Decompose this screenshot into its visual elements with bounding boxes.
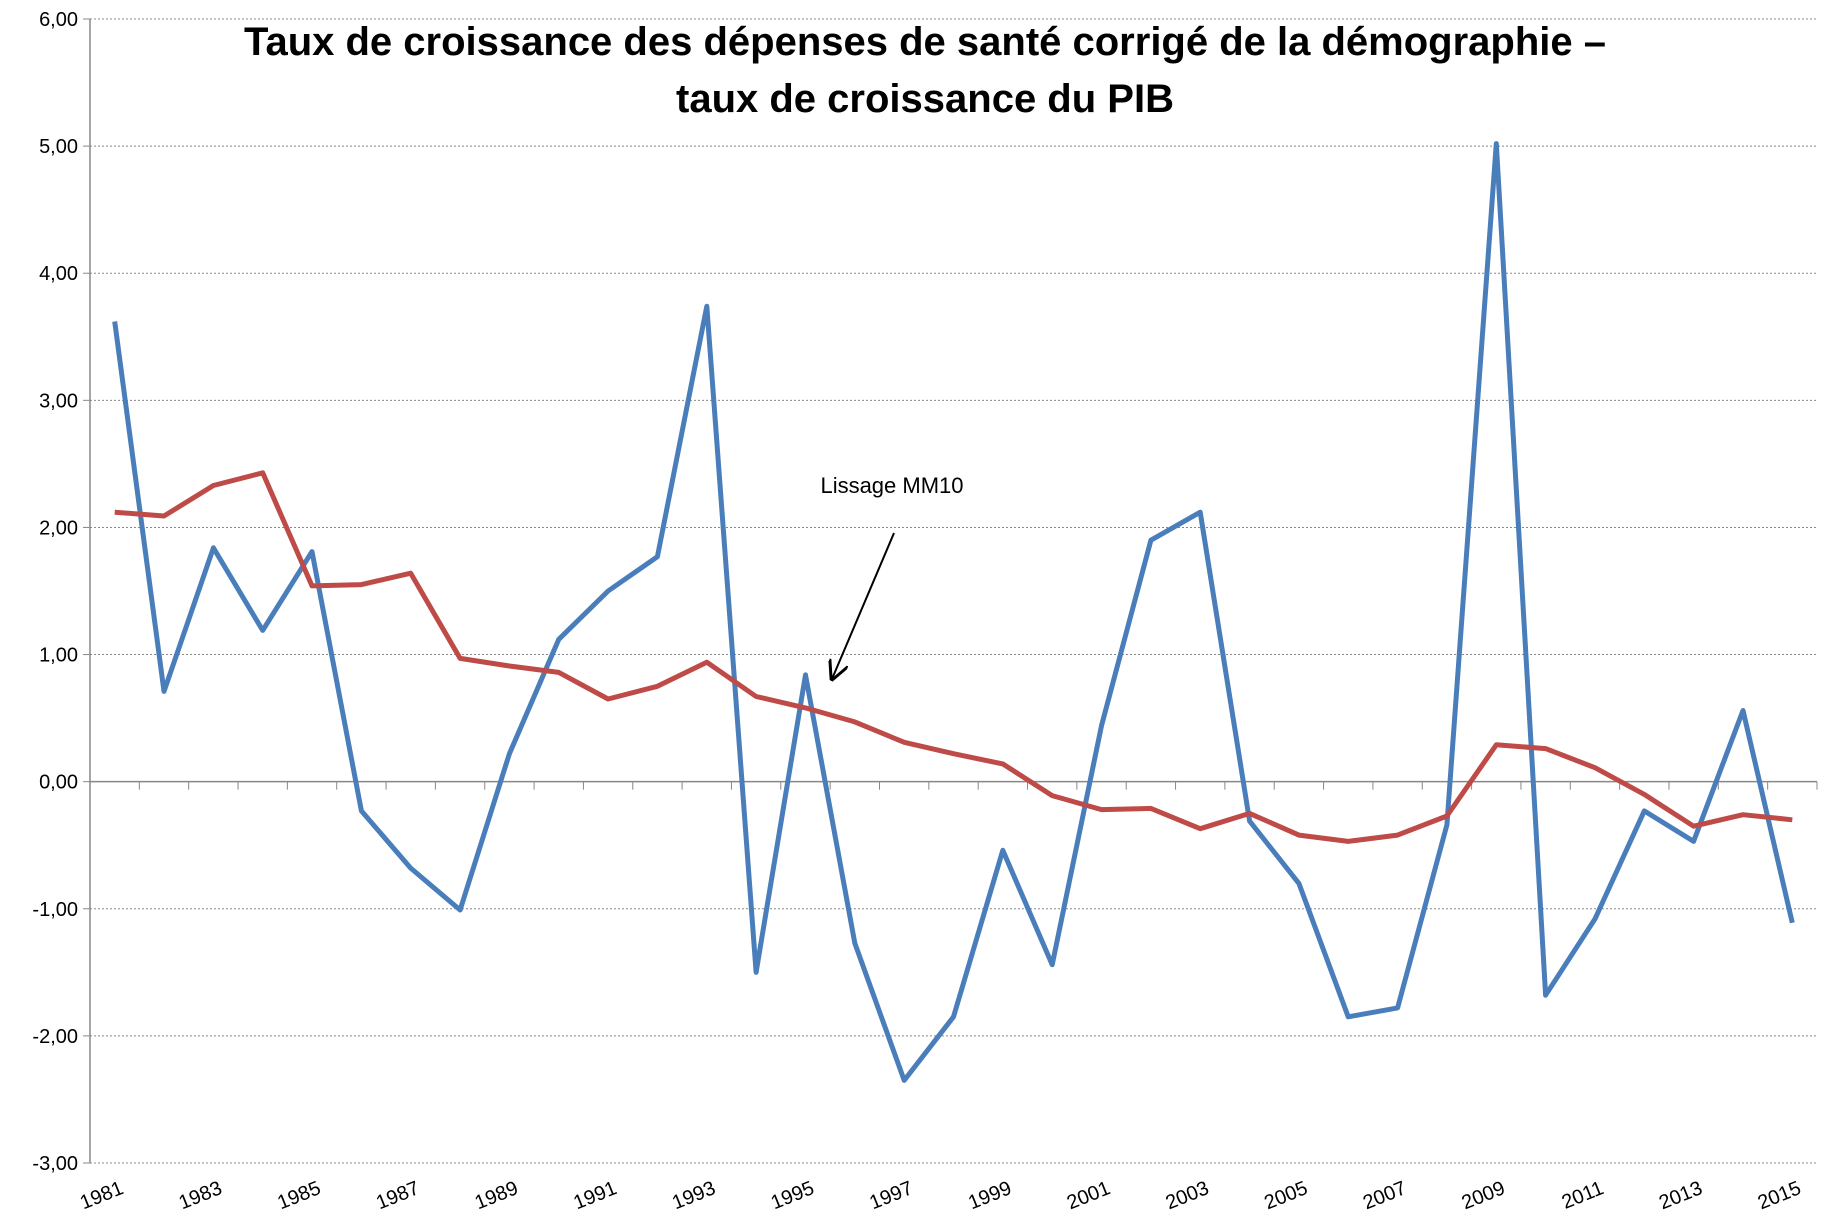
y-tick-label: 1,00 xyxy=(39,645,78,667)
x-tick-label: 1983 xyxy=(176,1177,226,1214)
y-tick-label: -3,00 xyxy=(32,1153,78,1175)
x-tick-label: 2011 xyxy=(1559,1177,1607,1214)
y-tick-label: 4,00 xyxy=(39,263,78,285)
x-tick-label: 1995 xyxy=(768,1177,818,1214)
x-tick-label: 1987 xyxy=(373,1177,423,1214)
x-tick-label: 2009 xyxy=(1459,1177,1509,1214)
x-tick-label: 2007 xyxy=(1360,1177,1410,1214)
y-tick-label: 5,00 xyxy=(39,136,78,158)
y-tick-label: 2,00 xyxy=(39,517,78,539)
chart-title: Taux de croissance des dépenses de santé… xyxy=(244,20,1606,64)
data-line xyxy=(112,141,1795,1083)
x-tick-label: 2013 xyxy=(1656,1177,1706,1214)
annotation-arrow xyxy=(832,532,895,679)
x-tick-label: 1991 xyxy=(570,1177,620,1214)
y-tick-label: 3,00 xyxy=(39,390,78,412)
y-tick-label: -2,00 xyxy=(32,1026,78,1048)
annotation: Lissage MM10 xyxy=(820,473,963,498)
x-tick-label: 1997 xyxy=(867,1177,917,1214)
chart-title: taux de croissance du PIB xyxy=(676,77,1174,121)
x-tick-label: 2003 xyxy=(1163,1177,1213,1214)
x-tick-label: 1993 xyxy=(669,1177,719,1214)
x-tick-label: 1999 xyxy=(965,1177,1015,1214)
data-line xyxy=(114,470,1793,844)
y-tick-label: 0,00 xyxy=(39,772,78,794)
x-tick-label: 1985 xyxy=(274,1177,324,1214)
x-tick-label: 1989 xyxy=(472,1177,522,1214)
x-tick-label: 1981 xyxy=(77,1177,127,1214)
y-tick-label: -1,00 xyxy=(32,899,78,921)
y-tick-label: 6,00 xyxy=(39,9,78,31)
x-tick-label: 2015 xyxy=(1755,1177,1805,1214)
x-tick-label: 2005 xyxy=(1261,1177,1311,1214)
x-tick-label: 2001 xyxy=(1064,1177,1114,1214)
